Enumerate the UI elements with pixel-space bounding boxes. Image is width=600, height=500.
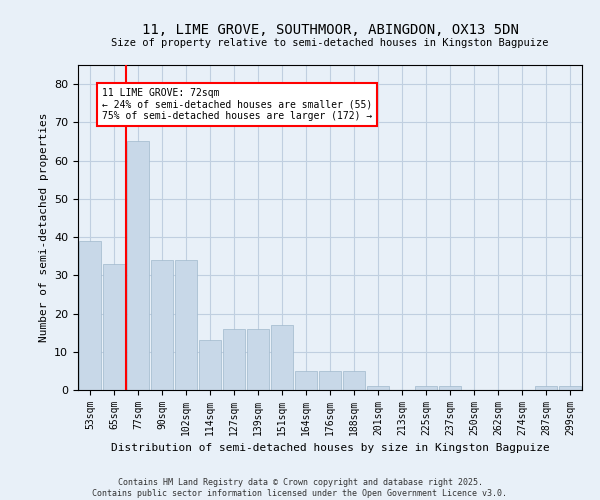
Text: 11 LIME GROVE: 72sqm
← 24% of semi-detached houses are smaller (55)
75% of semi-: 11 LIME GROVE: 72sqm ← 24% of semi-detac… (102, 88, 372, 121)
Text: 11, LIME GROVE, SOUTHMOOR, ABINGDON, OX13 5DN: 11, LIME GROVE, SOUTHMOOR, ABINGDON, OX1… (142, 22, 518, 36)
Bar (223, 329, 245, 390)
Bar (199, 340, 221, 390)
Bar (175, 260, 197, 390)
Bar (79, 241, 101, 390)
Bar (343, 371, 365, 390)
Bar (103, 264, 125, 390)
Text: Size of property relative to semi-detached houses in Kingston Bagpuize: Size of property relative to semi-detach… (111, 38, 549, 48)
Bar (271, 325, 293, 390)
Bar (151, 260, 173, 390)
Text: Contains HM Land Registry data © Crown copyright and database right 2025.
Contai: Contains HM Land Registry data © Crown c… (92, 478, 508, 498)
Bar (127, 142, 149, 390)
Bar (559, 386, 581, 390)
Bar (295, 371, 317, 390)
X-axis label: Distribution of semi-detached houses by size in Kingston Bagpuize: Distribution of semi-detached houses by … (110, 444, 550, 454)
Bar (319, 371, 341, 390)
Bar (415, 386, 437, 390)
Bar (535, 386, 557, 390)
Bar (439, 386, 461, 390)
Bar (247, 329, 269, 390)
Bar (367, 386, 389, 390)
Y-axis label: Number of semi-detached properties: Number of semi-detached properties (38, 113, 49, 342)
